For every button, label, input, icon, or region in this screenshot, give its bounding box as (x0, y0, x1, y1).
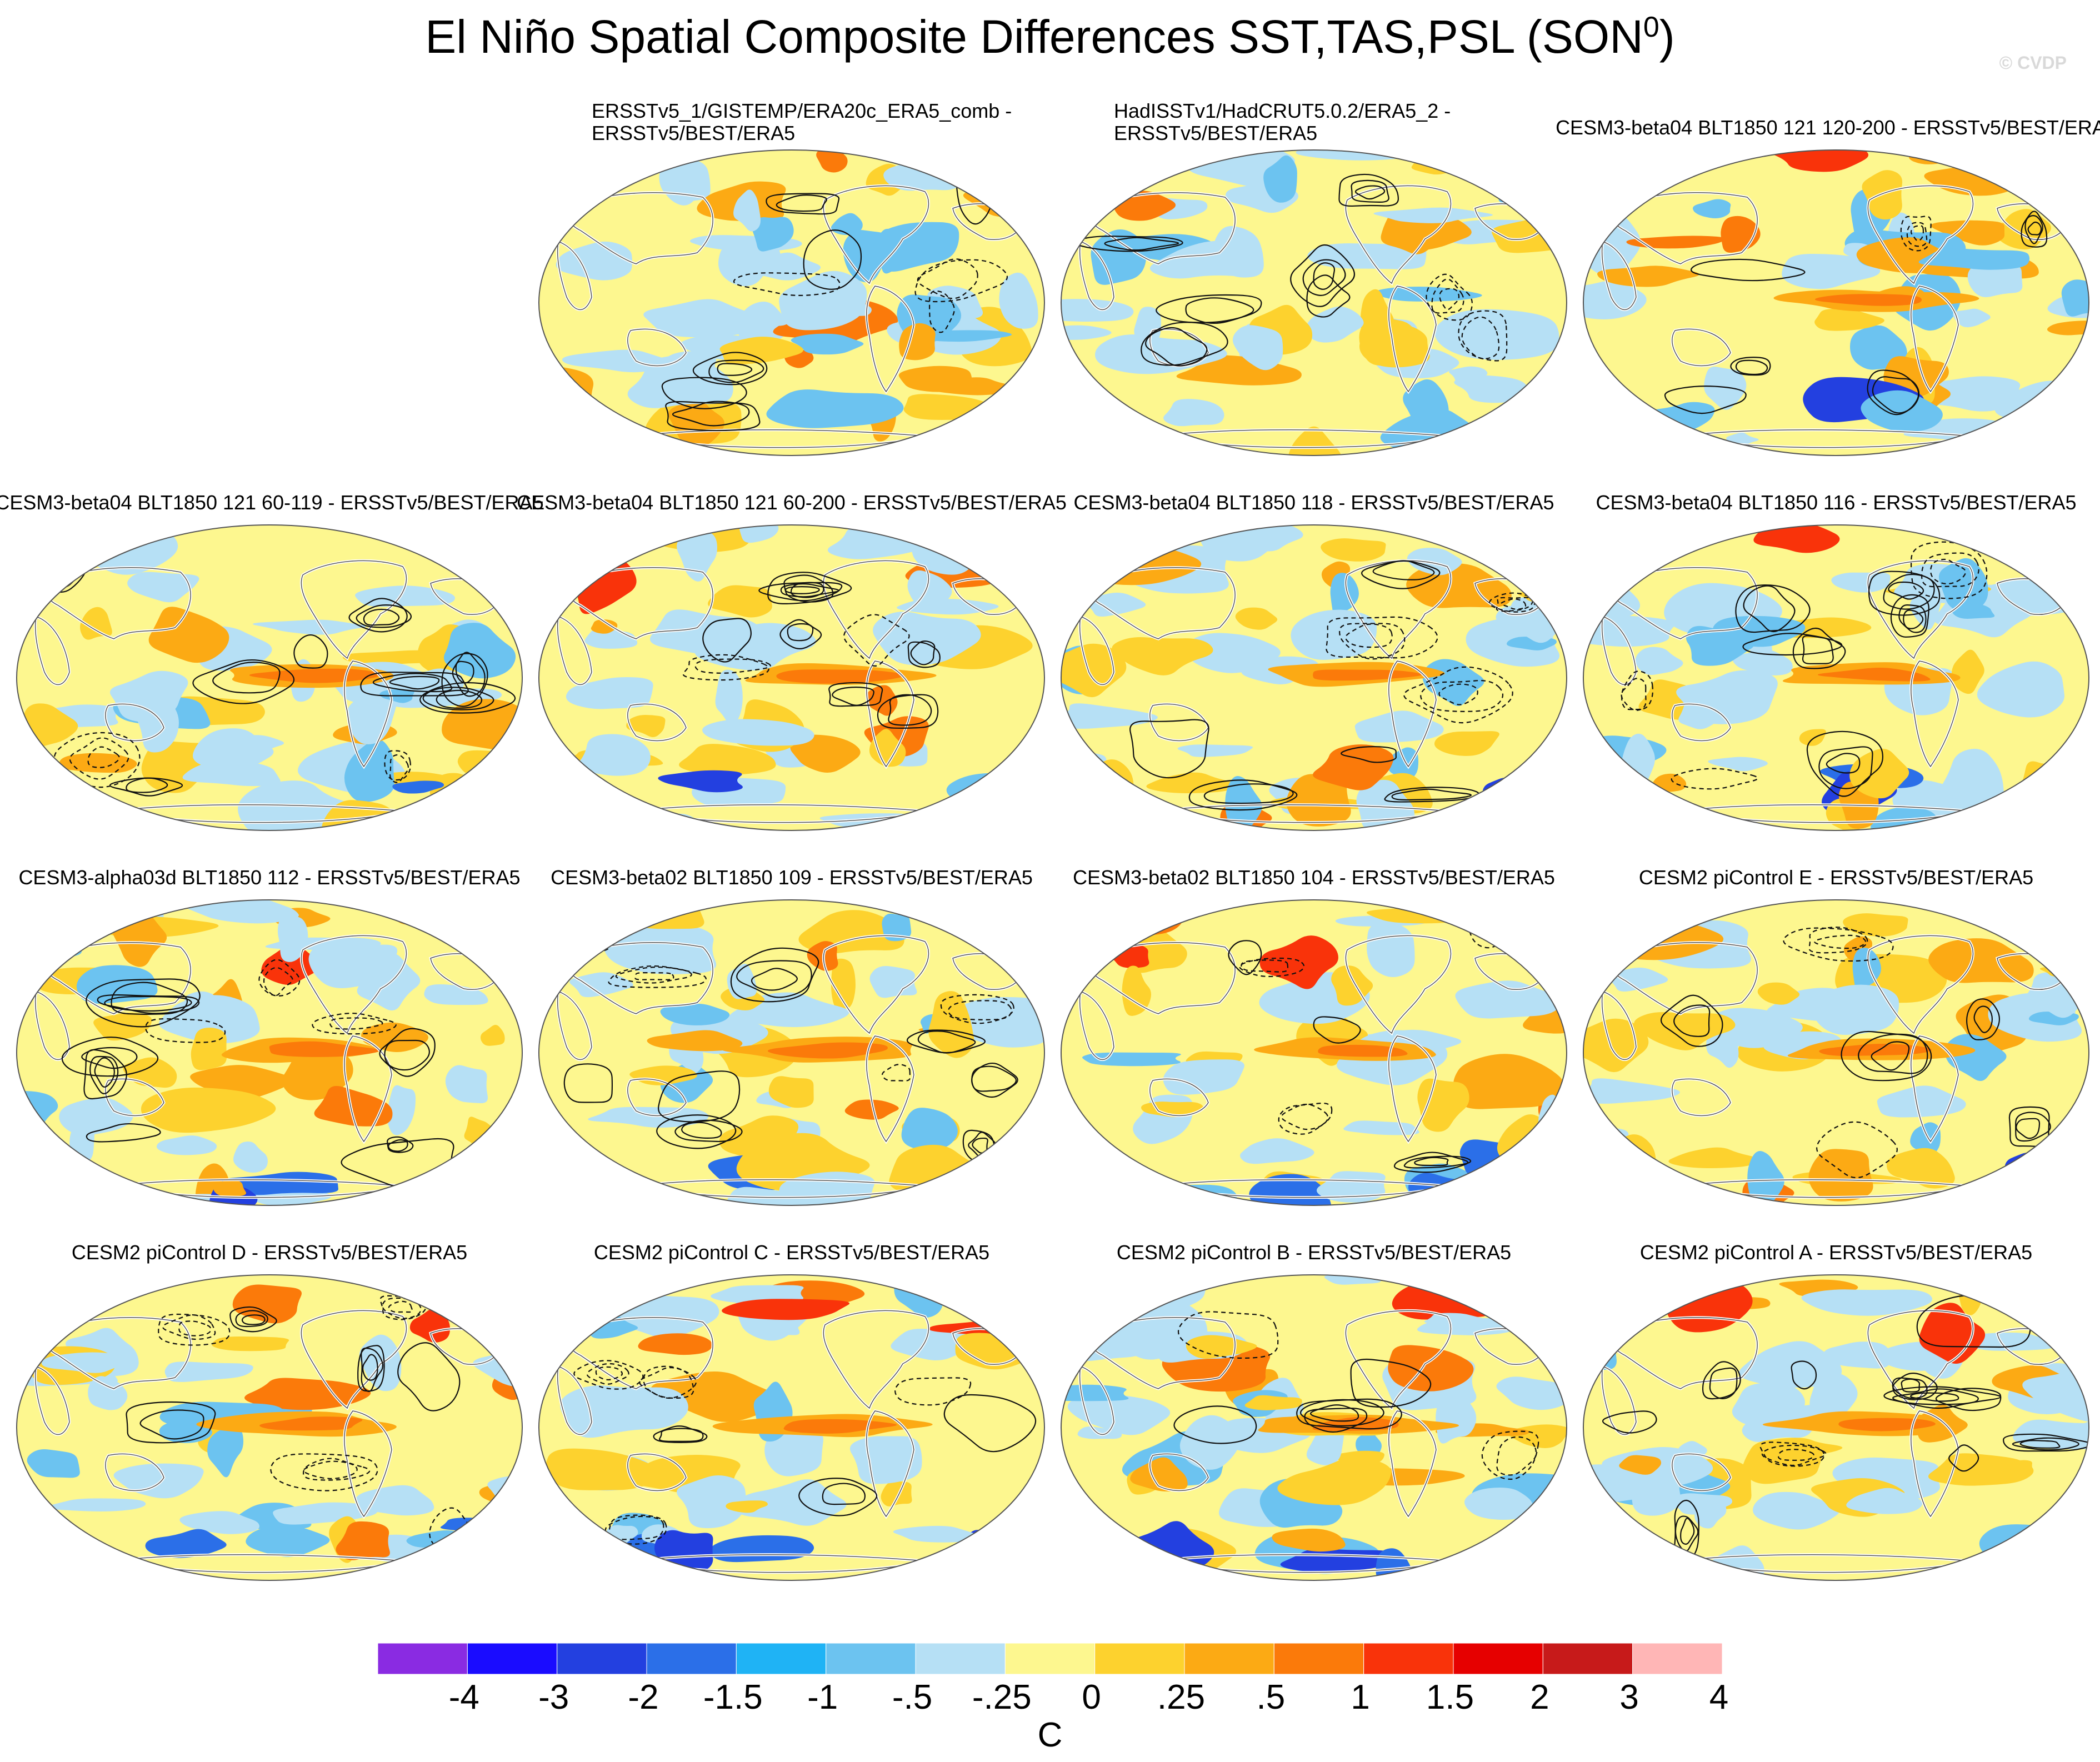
map-panel (1583, 1274, 2089, 1581)
panel-title: CESM2 piControl A - ERSSTv5/BEST/ERA5 (1640, 1242, 2032, 1264)
map-panel (16, 1274, 523, 1581)
panel-title-line: CESM2 piControl E - ERSSTv5/BEST/ERA5 (1638, 866, 2034, 889)
colorbar-tick-label: 4 (1709, 1678, 1729, 1716)
panel-title: CESM3-beta04 BLT1850 121 120-200 - ERSST… (1556, 117, 2100, 139)
panel-title: CESM3-beta04 BLT1850 116 - ERSSTv5/BEST/… (1596, 492, 2076, 514)
colorbar-tick-label: 1 (1351, 1678, 1370, 1716)
panel-title-line: CESM3-beta04 BLT1850 121 60-200 - ERSSTv… (517, 491, 1067, 514)
colorbar-tick-label: -.25 (972, 1678, 1032, 1716)
map-panel (1583, 524, 2089, 831)
colorbar-tick-label: -1.5 (703, 1678, 763, 1716)
colorbar-units: C (1037, 1716, 1063, 1754)
map-panel (1061, 149, 1567, 456)
map-panel (1061, 524, 1567, 831)
panel-title-line: CESM2 piControl C - ERSSTv5/BEST/ERA5 (593, 1241, 990, 1264)
colorbar-tick-label: .5 (1256, 1678, 1286, 1716)
colorbar-box (1004, 1643, 1096, 1675)
panel-title: CESM2 piControl C - ERSSTv5/BEST/ERA5 (594, 1242, 989, 1264)
panel-title-line: CESM3-beta04 BLT1850 121 60-119 - ERSSTv… (0, 491, 544, 514)
panel-title: CESM3-beta04 BLT1850 121 60-119 - ERSSTv… (0, 492, 544, 514)
panel-title-line: ERSSTv5_1/GISTEMP/ERA20c_ERA5_comb - (592, 99, 1012, 122)
panel-title-line: CESM3-beta02 BLT1850 104 - ERSSTv5/BEST/… (1073, 866, 1555, 889)
colorbar-tick-label: -.5 (892, 1678, 933, 1716)
figure-title-close: ) (1659, 11, 1675, 63)
colorbar-box (557, 1643, 647, 1675)
panel-title-line: ERSSTv5/BEST/ERA5 (1114, 122, 1318, 144)
panel-title-line: CESM3-beta04 BLT1850 118 - ERSSTv5/BEST/… (1073, 491, 1554, 514)
panel-title: HadISSTv1/HadCRUT5.0.2/ERA5_2 - ERSSTv5/B… (1114, 100, 1451, 144)
map-panel (1061, 899, 1567, 1206)
panel-title-line: CESM3-beta04 BLT1850 121 120-200 - ERSST… (1556, 116, 2100, 139)
panel-title-line: CESM3-beta02 BLT1850 109 - ERSSTv5/BEST/… (551, 866, 1033, 889)
colorbar-box (1094, 1643, 1185, 1675)
colorbar-tick-label: -1 (807, 1678, 838, 1716)
colorbar-box (1273, 1643, 1364, 1675)
panel-title-line: HadISSTv1/HadCRUT5.0.2/ERA5_2 - (1114, 99, 1451, 122)
panel-title: CESM3-beta02 BLT1850 104 - ERSSTv5/BEST/… (1073, 867, 1555, 889)
map-panel (538, 149, 1045, 456)
colorbar-tick-label: 3 (1619, 1678, 1639, 1716)
map-panel (538, 899, 1045, 1206)
map-panel (1583, 899, 2089, 1206)
colorbar-box (1542, 1643, 1633, 1675)
colorbar-box (1632, 1643, 1722, 1675)
panel-title-line: CESM3-beta04 BLT1850 116 - ERSSTv5/BEST/… (1596, 491, 2077, 514)
map-panel (538, 1274, 1045, 1581)
panel-title-line: CESM2 piControl D - ERSSTv5/BEST/ERA5 (71, 1241, 468, 1264)
panel-title: CESM3-beta04 BLT1850 118 - ERSSTv5/BEST/… (1073, 492, 1554, 514)
panel-title: CESM2 piControl B - ERSSTv5/BEST/ERA5 (1117, 1242, 1511, 1264)
colorbar-box (736, 1643, 827, 1675)
panel-title: CESM2 piControl E - ERSSTv5/BEST/ERA5 (1639, 867, 2033, 889)
panel-title-line: CESM3-alpha03d BLT1850 112 - ERSSTv5/BES… (18, 866, 521, 889)
figure-title-text: El Niño Spatial Composite Differences SS… (425, 11, 1643, 63)
colorbar-box (1363, 1643, 1454, 1675)
cvdp-credit: © CVDP (1999, 53, 2067, 73)
colorbar-box (378, 1643, 468, 1675)
colorbar-box (467, 1643, 558, 1675)
panel-title: CESM2 piControl D - ERSSTv5/BEST/ERA5 (72, 1242, 467, 1264)
colorbar-tick-label: -4 (448, 1678, 479, 1716)
map-panel (1583, 149, 2089, 456)
panel-title: ERSSTv5_1/GISTEMP/ERA20c_ERA5_comb - ERSS… (592, 100, 1012, 144)
panel-title-line: ERSSTv5/BEST/ERA5 (592, 122, 796, 144)
panel-title: CESM3-alpha03d BLT1850 112 - ERSSTv5/BES… (18, 867, 520, 889)
panel-title: CESM3-beta02 BLT1850 109 - ERSSTv5/BEST/… (551, 867, 1033, 889)
colorbar-tick-label: 1.5 (1426, 1678, 1474, 1716)
colorbar-tick-label: .25 (1157, 1678, 1206, 1716)
panel-title-line: CESM2 piControl A - ERSSTv5/BEST/ERA5 (1639, 1241, 2033, 1264)
colorbar (378, 1643, 1722, 1675)
colorbar-box (1184, 1643, 1274, 1675)
panel-title: CESM3-beta04 BLT1850 121 60-200 - ERSSTv… (517, 492, 1067, 514)
map-panel (538, 524, 1045, 831)
colorbar-box (646, 1643, 737, 1675)
map-panel (16, 524, 523, 831)
colorbar-box (1453, 1643, 1543, 1675)
figure-title-superscript: 0 (1643, 11, 1659, 43)
map-panel (1061, 1274, 1567, 1581)
colorbar-tick-label: 2 (1530, 1678, 1549, 1716)
panel-title-line: CESM2 piControl B - ERSSTv5/BEST/ERA5 (1116, 1241, 1512, 1264)
colorbar-tick-label: -3 (538, 1678, 569, 1716)
colorbar-box (826, 1643, 916, 1675)
colorbar-box (915, 1643, 1006, 1675)
figure-title: El Niño Spatial Composite Differences SS… (0, 10, 2100, 64)
colorbar-tick-label: 0 (1082, 1678, 1101, 1716)
colorbar-tick-label: -2 (628, 1678, 659, 1716)
map-panel (16, 899, 523, 1206)
